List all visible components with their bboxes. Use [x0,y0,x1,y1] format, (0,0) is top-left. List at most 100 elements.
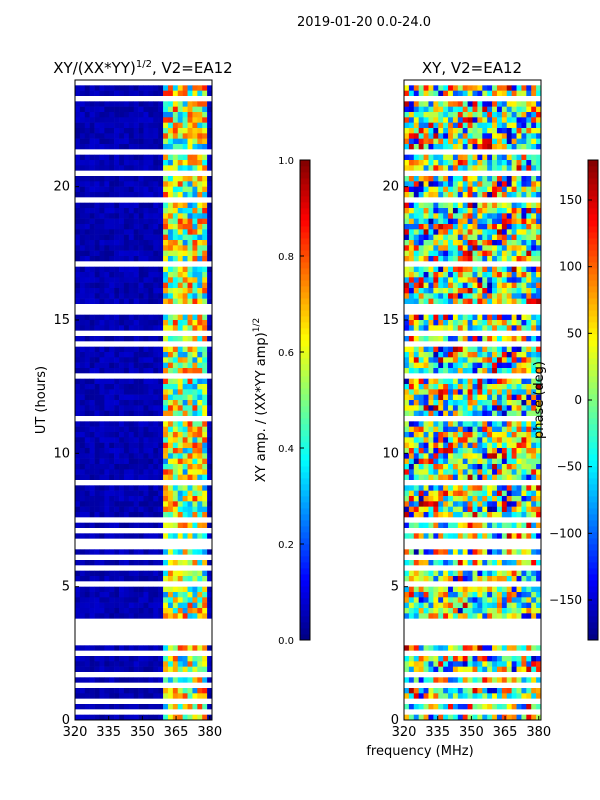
amplitude-heatmap-cell [123,586,130,593]
amplitude-heatmap-cell [148,485,154,491]
phase-heatmap-cell [482,240,488,246]
phase-heatmap-cell [418,181,424,187]
phase-heatmap-cell [477,400,483,406]
phase-heatmap-cell [506,362,512,369]
phase-heatmap-cell [423,202,429,209]
amplitude-gap-row [75,709,212,715]
phase-heatmap-cell [477,282,483,289]
amplitude-heatmap-cell [207,160,213,166]
phase-heatmap-cell [433,181,439,187]
phase-heatmap-cell [496,213,503,219]
phase-heatmap-cell [511,250,517,257]
amplitude-heatmap-cell [182,314,188,321]
amplitude-heatmap-cell [89,314,95,321]
phase-heatmap-cell [477,437,483,443]
phase-heatmap-cell [404,325,410,331]
amplitude-heatmap-cell [172,693,179,699]
phase-heatmap-cell [482,229,488,235]
phase-heatmap-cell [506,368,512,374]
amplitude-heatmap-cell [84,202,90,209]
amplitude-heatmap-cell [119,394,125,401]
amplitude-heatmap-cell [153,608,159,614]
phase-heatmap-cell [526,432,532,438]
amplitude-heatmap-cell [163,448,169,454]
amplitude-heatmap-cell [158,90,164,97]
amplitude-heatmap-cell [99,229,105,235]
amplitude-heatmap-cell [104,448,110,454]
amplitude-heatmap-cell [79,448,86,454]
phase-heatmap-cell [531,522,537,529]
phase-heatmap-cell [438,314,444,321]
phase-heatmap-cell [487,101,493,107]
phase-heatmap-cell [404,586,410,593]
amplitude-heatmap-cell [133,410,139,417]
phase-heatmap-cell [526,496,532,502]
amplitude-heatmap-cell [104,693,110,699]
amplitude-heatmap-cell [128,314,135,321]
amplitude-heatmap-cell [138,421,144,427]
amplitude-heatmap-cell [84,181,90,187]
amplitude-heatmap-cell [138,592,144,598]
phase-heatmap-cell [404,122,410,129]
phase-heatmap-cell [506,613,512,619]
amplitude-heatmap-cell [153,394,159,401]
amplitude-heatmap-cell [177,106,183,113]
amplitude-heatmap-cell [163,432,169,438]
phase-heatmap-cell [536,240,542,246]
amplitude-heatmap-cell [167,645,174,651]
amplitude-heatmap-cell [104,192,110,198]
amplitude-heatmap-cell [84,592,90,598]
amplitude-heatmap-cell [114,277,120,283]
amplitude-heatmap-cell [153,469,159,475]
amplitude-heatmap-cell [163,202,169,209]
phase-heatmap-cell [462,224,468,230]
phase-heatmap-cell [428,160,434,166]
amplitude-heatmap-cell [172,362,179,369]
amplitude-heatmap-cell [177,208,183,214]
amplitude-heatmap-cell [94,245,100,251]
phase-heatmap-cell [448,224,454,230]
phase-heatmap-cell [448,602,454,609]
phase-heatmap-cell [443,240,449,246]
phase-heatmap-cell [438,229,444,235]
phase-heatmap-cell [531,234,537,241]
phase-heatmap-cell [457,464,464,470]
phase-heatmap-cell [448,496,454,502]
amplitude-heatmap-cell [177,602,183,609]
phase-heatmap-cell [477,378,483,385]
phase-heatmap-cell [516,202,522,209]
phase-heatmap-cell [492,320,498,326]
phase-heatmap-cell [423,133,429,139]
amplitude-heatmap-cell [143,288,149,294]
amplitude-heatmap-cell [138,181,144,187]
phase-heatmap-cell [511,256,517,262]
phase-heatmap-cell [408,560,415,566]
amplitude-heatmap-cell [104,661,110,667]
phase-heatmap-cell [516,154,522,161]
amplitude-heatmap-cell [167,362,174,369]
phase-heatmap-cell [448,405,454,411]
phase-heatmap-cell [438,181,444,187]
amplitude-heatmap-cell [153,320,159,326]
amplitude-heatmap-cell [84,405,90,411]
phase-heatmap-cell [521,160,527,166]
amplitude-heatmap-cell [114,474,120,481]
amplitude-heatmap-cell [172,608,179,614]
phase-heatmap-cell [487,234,493,241]
phase-heatmap-cell [472,442,478,449]
amplitude-colorbar-segment [300,322,310,329]
phase-heatmap-cell [506,490,512,497]
amplitude-colorbar: 0.00.20.40.60.81.0 XY amp. / (XX*YY amp)… [252,156,311,647]
amplitude-heatmap-cell [123,282,130,289]
phase-heatmap-cell [531,405,537,411]
phase-heatmap-cell [418,608,424,614]
amplitude-heatmap-cell [177,224,183,230]
phase-heatmap-cell [496,368,503,374]
amplitude-heatmap-cell [123,352,130,358]
phase-heatmap-cell [526,325,532,331]
amplitude-heatmap-cell [167,693,174,699]
phase-heatmap-cell [418,613,424,619]
amplitude-heatmap-cell [75,336,81,342]
phase-heatmap-cell [501,282,508,289]
phase-heatmap-cell [521,362,527,369]
